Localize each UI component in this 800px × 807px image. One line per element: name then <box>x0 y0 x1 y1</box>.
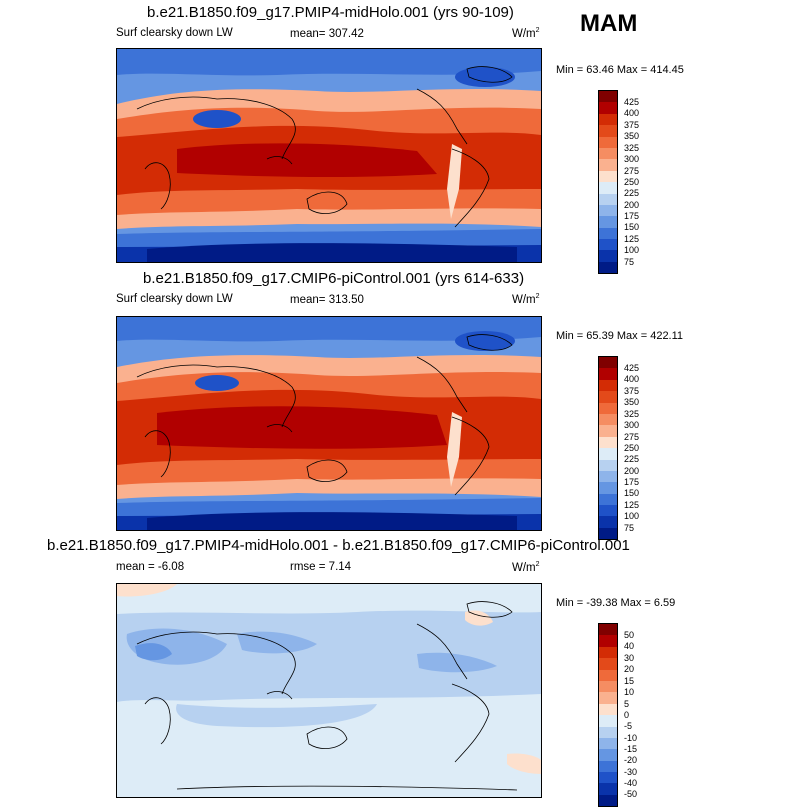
season-label: MAM <box>580 10 637 38</box>
panel1-mean-value: 307.42 <box>329 28 364 40</box>
panel3-mean-value: -6.08 <box>158 561 184 573</box>
panel1-colorbar <box>598 90 618 274</box>
panel1-max-value: 414.45 <box>650 64 684 76</box>
colorbar-tick: -40 <box>624 778 637 788</box>
colorbar-tick: 250 <box>624 443 639 453</box>
panel3-minmax: Min = -39.38 Max = 6.59 <box>556 597 675 609</box>
colorbar-tick: 125 <box>624 234 639 244</box>
colorbar-tick: -20 <box>624 755 637 765</box>
colorbar-tick: 275 <box>624 166 639 176</box>
colorbar-tick: 375 <box>624 120 639 130</box>
panel1-min-value: 63.46 <box>586 64 614 76</box>
panel2-map <box>116 316 542 531</box>
panel3-min-value: -39.38 <box>586 597 617 609</box>
colorbar-tick: 15 <box>624 676 634 686</box>
panel2-variable: Surf clearsky down LW <box>116 293 233 305</box>
colorbar-tick: 20 <box>624 664 634 674</box>
colorbar-tick: -15 <box>624 744 637 754</box>
colorbar-tick: 325 <box>624 143 639 153</box>
colorbar-tick: 375 <box>624 386 639 396</box>
colorbar-tick: 30 <box>624 653 634 663</box>
panel3-rmse-value: 7.14 <box>329 561 351 573</box>
panel3-units: W/m2 <box>512 561 540 574</box>
panel3-title: b.e21.B1850.f09_g17.PMIP4-midHolo.001 - … <box>47 537 630 554</box>
colorbar-tick: -30 <box>624 767 637 777</box>
panel1-variable: Surf clearsky down LW <box>116 27 233 39</box>
panel3-mean: mean = -6.08 <box>116 561 184 573</box>
colorbar-tick: 325 <box>624 409 639 419</box>
colorbar-tick: 300 <box>624 420 639 430</box>
panel3-max-value: 6.59 <box>654 597 675 609</box>
colorbar-tick: 425 <box>624 363 639 373</box>
panel2-mean-value: 313.50 <box>329 294 364 306</box>
panel2-min-value: 65.39 <box>586 330 614 342</box>
colorbar-tick: 100 <box>624 511 639 521</box>
colorbar-tick: 75 <box>624 523 634 533</box>
panel1-mean: mean= 307.42 <box>290 28 364 40</box>
panel1-mean-label: mean= <box>290 28 325 40</box>
colorbar-tick: 250 <box>624 177 639 187</box>
panel2-units: W/m2 <box>512 293 540 306</box>
colorbar-tick: 350 <box>624 131 639 141</box>
colorbar-tick: 150 <box>624 488 639 498</box>
colorbar-tick: -10 <box>624 733 637 743</box>
colorbar-tick: 200 <box>624 466 639 476</box>
panel2-minmax: Min = 65.39 Max = 422.11 <box>556 330 683 342</box>
colorbar-tick: 40 <box>624 641 634 651</box>
panel1-map <box>116 48 542 263</box>
panel3-colorbar <box>598 623 618 807</box>
colorbar-tick: 50 <box>624 630 634 640</box>
colorbar-tick: 425 <box>624 97 639 107</box>
colorbar-tick: 275 <box>624 432 639 442</box>
colorbar-tick: 300 <box>624 154 639 164</box>
colorbar-tick: 400 <box>624 374 639 384</box>
panel1-minmax: Min = 63.46 Max = 414.45 <box>556 64 684 76</box>
colorbar-tick: 200 <box>624 200 639 210</box>
colorbar-tick: 150 <box>624 222 639 232</box>
panel1-units: W/m2 <box>512 27 540 40</box>
colorbar-tick: 175 <box>624 211 639 221</box>
panel2-max-value: 422.11 <box>650 330 683 342</box>
colorbar-tick: -50 <box>624 789 637 799</box>
colorbar-tick: 0 <box>624 710 629 720</box>
panel1-title: b.e21.B1850.f09_g17.PMIP4-midHolo.001 (y… <box>147 4 514 21</box>
panel3-rmse: rmse = 7.14 <box>290 561 351 573</box>
panel2-mean: mean= 313.50 <box>290 294 364 306</box>
panel3-map <box>116 583 542 798</box>
colorbar-tick: 100 <box>624 245 639 255</box>
colorbar-tick: 225 <box>624 454 639 464</box>
panel2-colorbar <box>598 356 618 540</box>
colorbar-tick: 5 <box>624 699 629 709</box>
panel2-title: b.e21.B1850.f09_g17.CMIP6-piControl.001 … <box>143 270 524 287</box>
colorbar-tick: 400 <box>624 108 639 118</box>
colorbar-tick: 350 <box>624 397 639 407</box>
colorbar-tick: -5 <box>624 721 632 731</box>
colorbar-tick: 175 <box>624 477 639 487</box>
colorbar-tick: 10 <box>624 687 634 697</box>
colorbar-tick: 125 <box>624 500 639 510</box>
colorbar-tick: 75 <box>624 257 634 267</box>
colorbar-tick: 225 <box>624 188 639 198</box>
